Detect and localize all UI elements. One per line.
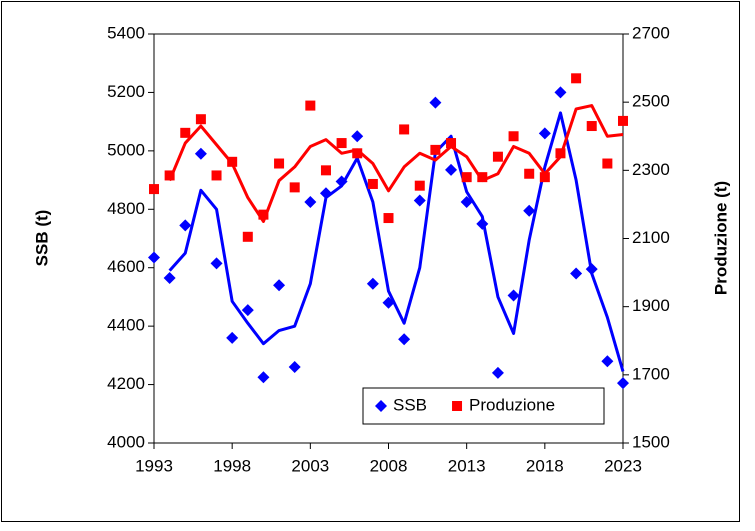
point [507, 289, 520, 302]
point [210, 257, 223, 270]
y-tick-label: 5200 [107, 82, 145, 101]
point [242, 231, 253, 242]
point [304, 195, 317, 208]
point [399, 124, 410, 135]
y-tick-label: 5000 [107, 140, 145, 159]
point [491, 366, 504, 379]
y-tick-label: 4200 [107, 374, 145, 393]
y2-tick-label: 1700 [632, 364, 670, 383]
point [289, 182, 300, 193]
legend-label: Produzione [469, 395, 555, 414]
x-tick-label: 1993 [135, 456, 173, 475]
point [351, 130, 364, 143]
point [273, 279, 286, 292]
point [336, 138, 347, 149]
point [179, 219, 192, 232]
legend-box [362, 387, 605, 425]
point [445, 163, 458, 176]
point [305, 100, 316, 111]
point [570, 267, 583, 280]
y2-axis-title: Produzione (t) [711, 181, 730, 295]
y-axis-title: SSB (t) [32, 210, 51, 267]
y-tick-label: 5400 [107, 23, 145, 42]
point [226, 331, 239, 344]
x-tick-label: 2008 [370, 456, 408, 475]
y-tick-label: 4800 [107, 199, 145, 218]
legend-label: SSB [393, 395, 427, 414]
point [602, 158, 613, 169]
point [414, 180, 425, 191]
point [227, 156, 238, 167]
point [413, 194, 426, 207]
point [366, 277, 379, 290]
y2-tick-label: 2300 [632, 160, 670, 179]
point [211, 170, 222, 181]
point [335, 175, 348, 188]
y2-tick-label: 2700 [632, 23, 670, 42]
point [429, 96, 442, 109]
y-tick-label: 4000 [107, 432, 145, 451]
point [461, 172, 472, 183]
y2-tick-label: 2100 [632, 228, 670, 247]
y-tick-label: 4600 [107, 257, 145, 276]
point [430, 144, 441, 155]
point [258, 209, 269, 220]
point [601, 355, 614, 368]
chart-border [1, 1, 740, 522]
point [492, 151, 503, 162]
point [180, 127, 191, 138]
point [618, 115, 628, 126]
point [539, 172, 550, 183]
point [460, 195, 473, 208]
point [508, 131, 519, 142]
y2-tick-label: 1500 [632, 432, 670, 451]
point [382, 296, 395, 309]
point [367, 178, 378, 189]
point [524, 168, 535, 179]
trend-line [168, 104, 624, 223]
x-tick-label: 2023 [604, 456, 642, 475]
point [194, 147, 207, 160]
point [446, 138, 457, 149]
point [352, 148, 363, 159]
x-tick-label: 2003 [291, 456, 329, 475]
x-tick-label: 1998 [213, 456, 251, 475]
point [538, 127, 551, 140]
point [383, 213, 394, 224]
point [149, 184, 159, 195]
point [163, 271, 176, 284]
point [164, 170, 175, 181]
y2-tick-label: 2500 [632, 92, 670, 111]
point [274, 158, 285, 169]
point [398, 333, 411, 346]
point [585, 263, 598, 276]
legend-marker [452, 401, 463, 411]
y2-tick-label: 1900 [632, 296, 670, 315]
x-tick-label: 2013 [448, 456, 486, 475]
point [586, 121, 597, 132]
point [257, 371, 270, 384]
point [554, 86, 567, 99]
point [476, 217, 489, 230]
point [555, 148, 566, 159]
point [617, 377, 629, 390]
point [319, 187, 332, 200]
trend-line [168, 111, 625, 372]
x-tick-label: 2018 [526, 456, 564, 475]
point [477, 172, 488, 183]
y-tick-label: 4400 [107, 316, 145, 335]
point [320, 165, 331, 176]
point [195, 114, 206, 125]
point [241, 304, 254, 317]
point [571, 73, 582, 84]
point [288, 361, 301, 374]
legend-marker [375, 400, 387, 412]
point [148, 251, 160, 264]
point [523, 204, 536, 217]
